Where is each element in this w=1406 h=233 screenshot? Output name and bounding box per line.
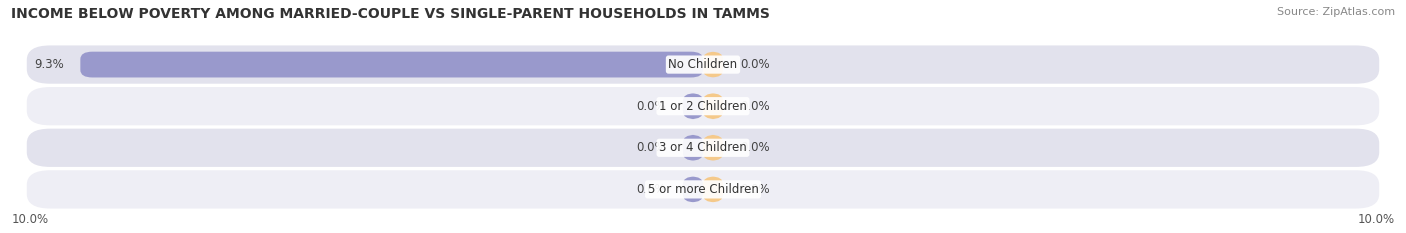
- Text: 0.0%: 0.0%: [637, 183, 666, 196]
- Text: 1 or 2 Children: 1 or 2 Children: [659, 100, 747, 113]
- Text: 0.0%: 0.0%: [740, 183, 769, 196]
- Text: 10.0%: 10.0%: [1358, 213, 1395, 226]
- FancyBboxPatch shape: [683, 177, 703, 202]
- Text: 0.0%: 0.0%: [740, 141, 769, 154]
- Text: 0.0%: 0.0%: [637, 100, 666, 113]
- FancyBboxPatch shape: [27, 170, 1379, 209]
- Text: No Children: No Children: [668, 58, 738, 71]
- FancyBboxPatch shape: [683, 93, 703, 119]
- FancyBboxPatch shape: [703, 177, 723, 202]
- Text: INCOME BELOW POVERTY AMONG MARRIED-COUPLE VS SINGLE-PARENT HOUSEHOLDS IN TAMMS: INCOME BELOW POVERTY AMONG MARRIED-COUPL…: [11, 7, 770, 21]
- FancyBboxPatch shape: [27, 129, 1379, 167]
- Text: 10.0%: 10.0%: [11, 213, 48, 226]
- Text: 0.0%: 0.0%: [637, 141, 666, 154]
- FancyBboxPatch shape: [703, 93, 723, 119]
- Text: 0.0%: 0.0%: [740, 100, 769, 113]
- FancyBboxPatch shape: [80, 52, 703, 78]
- FancyBboxPatch shape: [703, 52, 723, 78]
- Text: Source: ZipAtlas.com: Source: ZipAtlas.com: [1277, 7, 1395, 17]
- FancyBboxPatch shape: [703, 135, 723, 161]
- FancyBboxPatch shape: [27, 45, 1379, 84]
- Text: 3 or 4 Children: 3 or 4 Children: [659, 141, 747, 154]
- Text: 0.0%: 0.0%: [740, 58, 769, 71]
- FancyBboxPatch shape: [27, 87, 1379, 125]
- Text: 5 or more Children: 5 or more Children: [648, 183, 758, 196]
- Text: 9.3%: 9.3%: [34, 58, 63, 71]
- FancyBboxPatch shape: [683, 135, 703, 161]
